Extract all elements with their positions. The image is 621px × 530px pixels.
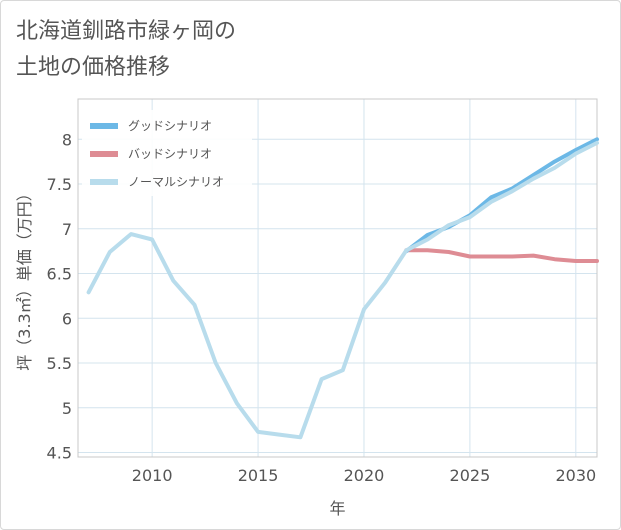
plot-area-frame: [77, 98, 598, 458]
chart-title: 北海道釧路市緑ヶ岡の 土地の価格推移: [16, 14, 416, 86]
tick-labels: 2010 2015 2020 2025 2030 4.5 5 5.5 6 6.5 7 7.5 8: [47, 130, 597, 485]
chart-title-line-1: 北海道釧路市緑ヶ岡の: [16, 19, 237, 44]
legend-label-1: バッドシナリオ: [128, 147, 212, 161]
y-tick-label: 6: [62, 309, 72, 328]
y-tick-label: 5.5: [47, 354, 72, 373]
x-axis-title: 年: [329, 499, 345, 518]
y-tick-label: 8: [62, 130, 72, 149]
chart-title-line-2: 土地の価格推移: [16, 55, 171, 80]
x-tick-label: 2015: [238, 466, 279, 485]
series-line-2: [86, 140, 599, 440]
series-line-1: [404, 248, 599, 263]
x-tick-label: 2030: [555, 466, 596, 485]
series-layer: [86, 137, 599, 440]
legend-label-2: ノーマルシナリオ: [128, 175, 224, 189]
x-tick-label: 2010: [132, 466, 173, 485]
y-tick-label: 5: [62, 399, 72, 418]
x-tick-label: 2025: [450, 466, 491, 485]
y-axis-title: 坪（3.3㎡）単価（万円）: [15, 185, 34, 370]
y-tick-label: 4.5: [47, 444, 72, 463]
y-tick-label: 7: [62, 220, 72, 239]
y-tick-label: 7.5: [47, 175, 72, 194]
grid-lines: [78, 99, 597, 457]
x-tick-label: 2020: [344, 466, 385, 485]
y-tick-label: 6.5: [47, 265, 72, 284]
legend-label-0: グッドシナリオ: [128, 119, 212, 133]
